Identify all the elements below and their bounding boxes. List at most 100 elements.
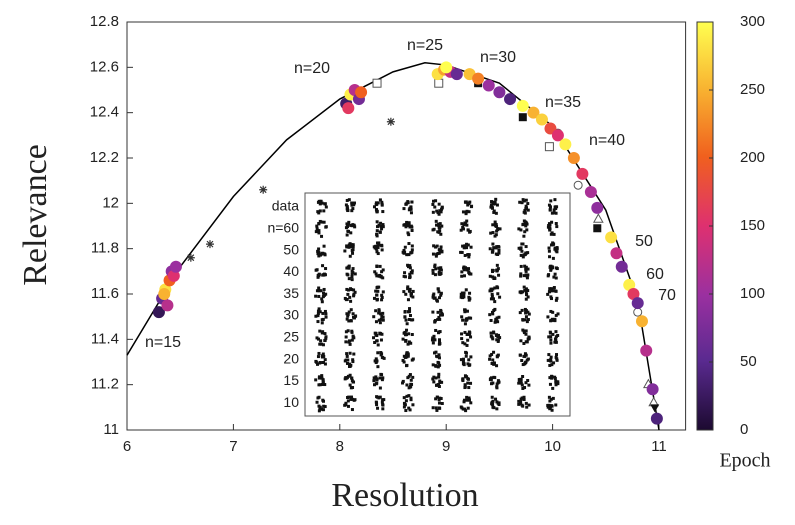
- digit-pixel: [524, 253, 527, 256]
- digit-pixel: [407, 242, 410, 245]
- digit-pixel: [469, 355, 472, 358]
- digit-pixel: [517, 400, 520, 403]
- digit-pixel: [351, 386, 354, 389]
- digit-pixel: [551, 387, 554, 390]
- digit-pixel: [497, 245, 500, 248]
- asterisk-marker: [206, 240, 214, 248]
- digit-pixel: [324, 339, 327, 342]
- digit-pixel: [523, 331, 526, 334]
- epoch-point: [605, 231, 617, 243]
- digit-pixel: [437, 287, 440, 290]
- digit-pixel: [549, 319, 552, 322]
- digit-pixel: [376, 290, 379, 293]
- digit-pixel: [523, 230, 526, 233]
- digit-pixel: [376, 407, 379, 410]
- digit-pixel: [346, 293, 349, 296]
- digit-pixel: [405, 399, 408, 402]
- digit-pixel: [319, 220, 322, 223]
- digit-pixel: [403, 315, 406, 318]
- digit-pixel: [464, 308, 467, 311]
- x-tick-label: 8: [336, 438, 344, 455]
- digit-pixel: [374, 332, 377, 335]
- digit-pixel: [403, 405, 406, 408]
- digit-pixel: [345, 312, 348, 315]
- digit-pixel: [494, 202, 497, 205]
- digit-pixel: [434, 199, 437, 202]
- digit-pixel: [351, 408, 354, 411]
- digit-pixel: [433, 206, 436, 209]
- digit-pixel: [381, 401, 384, 404]
- digit-pixel: [548, 255, 551, 258]
- digit-pixel: [460, 315, 463, 318]
- digit-pixel: [317, 405, 320, 408]
- digit-pixel: [519, 378, 522, 381]
- digit-pixel: [491, 243, 494, 246]
- digit-pixel: [381, 407, 384, 410]
- y-tick-label: 11.4: [91, 330, 119, 347]
- digit-pixel: [548, 396, 551, 399]
- digit-pixel: [462, 295, 465, 298]
- digit-pixel: [492, 331, 495, 334]
- digit-pixel: [345, 377, 348, 380]
- digit-pixel: [318, 289, 321, 292]
- digit-pixel: [460, 275, 463, 278]
- digit-pixel: [436, 245, 439, 248]
- digit-pixel: [493, 376, 496, 379]
- digit-pixel: [432, 380, 435, 383]
- digit-pixel: [405, 253, 408, 256]
- digit-pixel: [346, 298, 349, 301]
- y-tick-label: 12.8: [90, 13, 119, 30]
- digit-pixel: [379, 198, 382, 201]
- digit-pixel: [555, 250, 558, 253]
- square-marker: [593, 224, 601, 232]
- digit-pixel: [555, 225, 558, 228]
- digit-pixel: [555, 314, 558, 317]
- digit-pixel: [437, 290, 440, 293]
- colorbar-label: Epoch: [719, 450, 770, 472]
- digit-pixel: [433, 351, 436, 354]
- digit-pixel: [524, 381, 527, 384]
- digit-pixel: [375, 382, 378, 385]
- digit-pixel: [467, 407, 470, 410]
- digit-pixel: [432, 293, 435, 296]
- digit-pixel: [553, 198, 556, 201]
- digit-pixel: [492, 406, 495, 409]
- digit-pixel: [491, 223, 494, 226]
- epoch-point: [610, 247, 622, 259]
- digit-pixel: [468, 202, 471, 205]
- digit-pixel: [346, 209, 349, 212]
- digit-pixel: [411, 403, 414, 406]
- digit-pixel: [497, 354, 500, 357]
- y-tick-label: 12.6: [90, 58, 119, 75]
- digit-pixel: [380, 294, 383, 297]
- digit-pixel: [408, 264, 411, 267]
- digit-pixel: [526, 320, 529, 323]
- digit-pixel: [524, 311, 527, 314]
- digit-pixel: [520, 254, 523, 257]
- digit-pixel: [554, 290, 557, 293]
- digit-pixel: [495, 269, 498, 272]
- digit-pixel: [405, 202, 408, 205]
- annotation: n=15: [145, 334, 181, 351]
- digit-pixel: [377, 241, 380, 244]
- digit-pixel: [466, 253, 469, 256]
- digit-pixel: [321, 264, 324, 267]
- digit-pixel: [550, 356, 553, 359]
- digit-pixel: [521, 404, 524, 407]
- digit-pixel: [352, 267, 355, 270]
- digit-pixel: [323, 202, 326, 205]
- digit-pixel: [325, 335, 328, 338]
- circle-marker: [574, 181, 582, 189]
- digit-pixel: [318, 343, 321, 346]
- digit-pixel: [350, 330, 353, 333]
- digit-pixel: [432, 244, 435, 247]
- digit-pixel: [322, 295, 325, 298]
- digit-pixel: [403, 331, 406, 334]
- digit-pixel: [344, 359, 347, 362]
- digit-pixel: [460, 332, 463, 335]
- digit-pixel: [523, 211, 526, 214]
- digit-pixel: [349, 231, 352, 234]
- digit-pixel: [549, 331, 552, 334]
- digit-pixel: [404, 275, 407, 278]
- digit-pixel: [546, 404, 549, 407]
